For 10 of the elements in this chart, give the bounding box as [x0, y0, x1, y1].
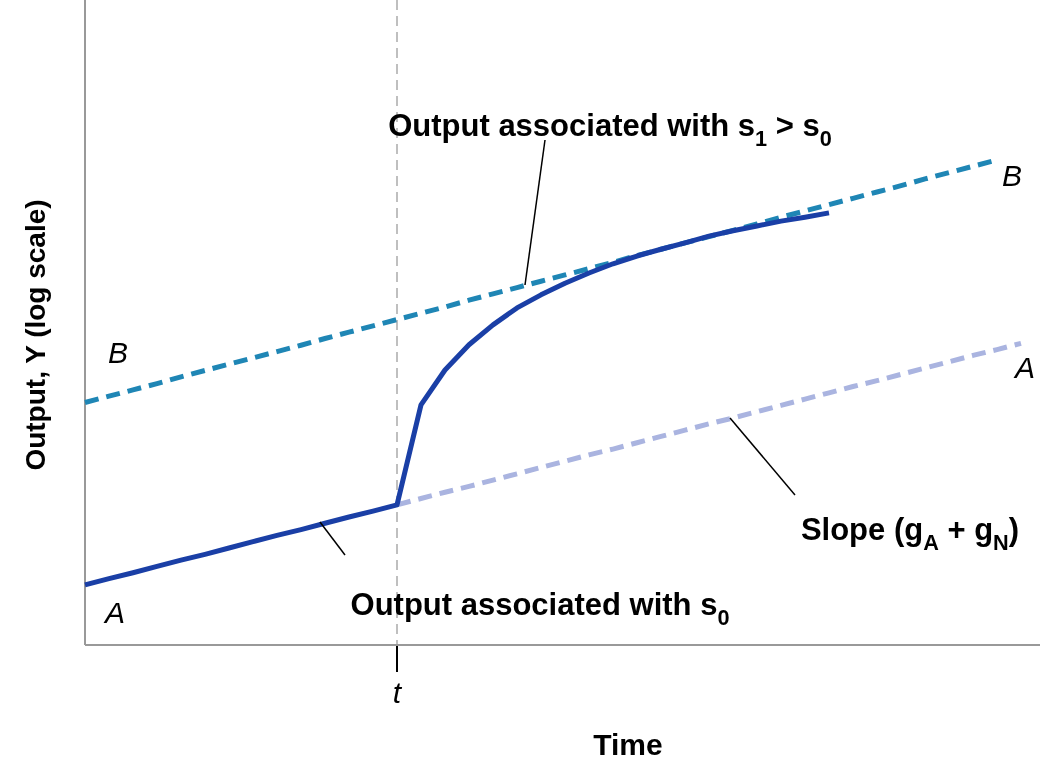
annotation: A: [1012, 350, 1036, 384]
annotation: A: [102, 595, 126, 629]
y-axis-title: Output, Y (log scale): [20, 199, 51, 471]
annotation: Output associated with s$_{0}$: [350, 587, 730, 631]
annotation: B: [107, 335, 129, 369]
text: t: [392, 675, 403, 709]
annotation: B: [1001, 158, 1023, 192]
annotation: Slope (g$_{A}$ + g$_{N}$): [800, 512, 1020, 556]
x-axis-title: Time: [593, 728, 663, 761]
text: Output associated with s$_{1}$ > s$_{0}$: [388, 108, 832, 152]
